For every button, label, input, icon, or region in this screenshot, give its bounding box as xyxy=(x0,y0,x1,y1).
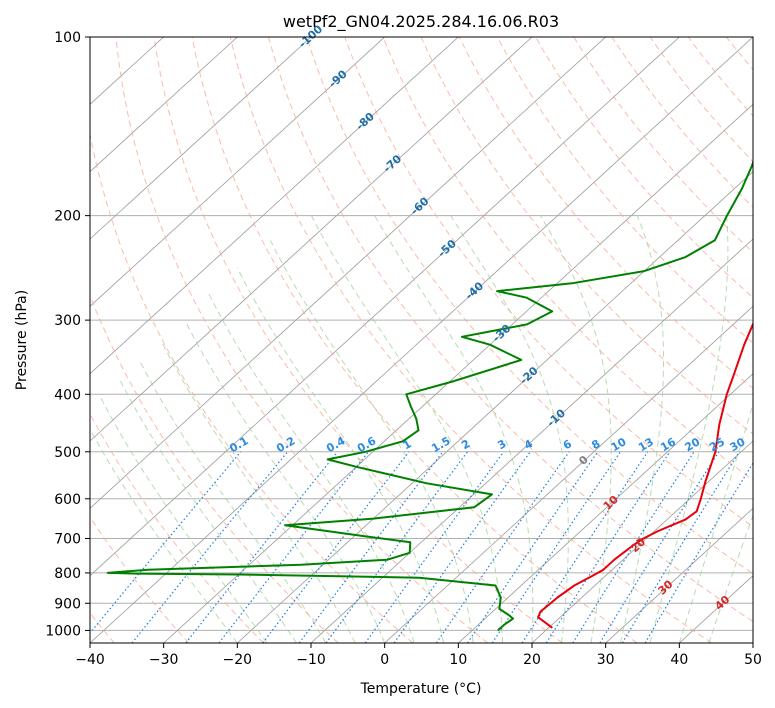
x-tick-label: 40 xyxy=(670,652,688,668)
dry-adiabat-line xyxy=(153,37,563,643)
y-tick-label: 500 xyxy=(54,445,81,461)
moist-adiabat-line xyxy=(236,267,445,643)
isotherm-line xyxy=(90,37,680,577)
mixing-ratio-line xyxy=(185,451,339,643)
mixing-ratio-line xyxy=(364,451,505,643)
mixing-ratio-line xyxy=(218,451,369,643)
moist-adiabat-line xyxy=(310,215,503,643)
dry-adiabat-line xyxy=(382,37,753,481)
y-tick-label: 300 xyxy=(54,313,81,329)
dewpoint-profile-line xyxy=(106,159,753,632)
y-tick-label: 900 xyxy=(54,596,81,612)
moist-adiabat-line xyxy=(619,215,664,643)
mixing-ratio-line xyxy=(262,451,410,643)
mixing-ratio-line xyxy=(393,451,531,643)
moist-adiabat-line xyxy=(450,215,569,643)
isotherm-line xyxy=(384,305,753,643)
mixing-ratio-line xyxy=(545,451,671,643)
dry-adiabat-line xyxy=(229,37,712,643)
dry-adiabat-line xyxy=(573,37,753,254)
dry-adiabat-line xyxy=(268,37,753,623)
isotherm-line xyxy=(531,440,753,643)
isotherm-line xyxy=(605,507,753,643)
dry-adiabat-line xyxy=(344,37,753,528)
x-axis-label: Temperature (°C) xyxy=(360,681,482,697)
y-tick-label: 100 xyxy=(54,30,81,46)
x-tick-label: −40 xyxy=(75,652,105,668)
isotherm-line xyxy=(90,37,533,442)
chart-title: wetPf2_GN04.2025.284.16.06.R03 xyxy=(283,12,559,32)
moist-adiabat-line xyxy=(374,215,534,643)
dry-adiabat-line xyxy=(115,37,488,643)
axis-ticks: −40 −30 −20 −10 0 10 20 30 40 50 100 200 300 400 500 60… xyxy=(45,30,762,668)
moist-adiabat-line xyxy=(160,340,356,643)
mixing-ratio-line xyxy=(131,451,289,643)
dry-adiabat-line xyxy=(458,37,753,389)
moist-adiabat-line xyxy=(207,292,415,643)
moist-adiabat-line xyxy=(100,397,268,643)
dry-adiabat-line xyxy=(765,37,775,643)
isotherm-line xyxy=(90,37,312,240)
dry-adiabat-line xyxy=(90,294,339,643)
mixing-ratio-line xyxy=(644,461,753,643)
mixing-ratio-line xyxy=(621,451,740,643)
mixing-ratio-line xyxy=(599,451,720,643)
profile-lines xyxy=(106,159,753,632)
x-tick-label: 20 xyxy=(523,652,541,668)
dry-adiabat-line xyxy=(191,37,638,643)
y-tick-label: 400 xyxy=(54,387,81,403)
x-tick-label: 30 xyxy=(597,652,615,668)
y-tick-label: 200 xyxy=(54,209,81,225)
temperature-profile-line xyxy=(537,321,753,629)
isotherm-line xyxy=(163,103,753,643)
dry-adiabat-line xyxy=(90,131,414,643)
isotherm-line xyxy=(310,238,753,643)
moist-adiabat-line xyxy=(269,239,474,643)
dry-adiabat-line xyxy=(649,37,753,163)
moist-adiabat-line xyxy=(138,359,327,643)
x-tick-label: −30 xyxy=(149,652,179,668)
isotherm-line xyxy=(458,373,753,643)
mixing-ratio-line xyxy=(572,451,695,643)
dry-adiabat-line xyxy=(90,412,264,643)
isotherm-line xyxy=(90,37,385,307)
x-tick-label: −20 xyxy=(223,652,253,668)
isotherm-line xyxy=(90,37,606,509)
dry-adiabat-line xyxy=(420,37,753,435)
y-tick-label: 600 xyxy=(54,492,81,508)
dry-adiabat-line xyxy=(90,516,190,643)
isotherm-line xyxy=(90,37,459,375)
x-tick-label: 10 xyxy=(449,652,467,668)
mixing-ratio-line xyxy=(90,451,242,634)
isotherm-line xyxy=(752,642,753,643)
dry-adiabat-line xyxy=(306,37,753,575)
isotherm-line xyxy=(237,171,753,643)
moist-adiabat-line xyxy=(678,402,753,643)
dry-adiabat-line xyxy=(496,37,753,344)
plot-frame xyxy=(89,36,754,644)
x-tick-label: −10 xyxy=(296,652,326,668)
moist-adiabat-line xyxy=(184,319,386,643)
y-axis-label: Pressure (hPa) xyxy=(14,290,30,390)
x-tick-label: 0 xyxy=(380,652,389,668)
isotherm-line xyxy=(90,37,238,173)
x-tick-label: 50 xyxy=(744,652,762,668)
y-tick-label: 1000 xyxy=(45,623,81,639)
isotherm-line xyxy=(90,37,753,643)
moist-adiabat-line xyxy=(118,377,297,643)
moist-adiabat-line xyxy=(90,428,238,643)
moist-adiabat-line xyxy=(539,215,612,643)
mixing-ratio-line xyxy=(467,451,599,643)
background-lines xyxy=(90,37,775,643)
y-tick-label: 800 xyxy=(54,566,81,582)
y-tick-label: 700 xyxy=(54,532,81,548)
